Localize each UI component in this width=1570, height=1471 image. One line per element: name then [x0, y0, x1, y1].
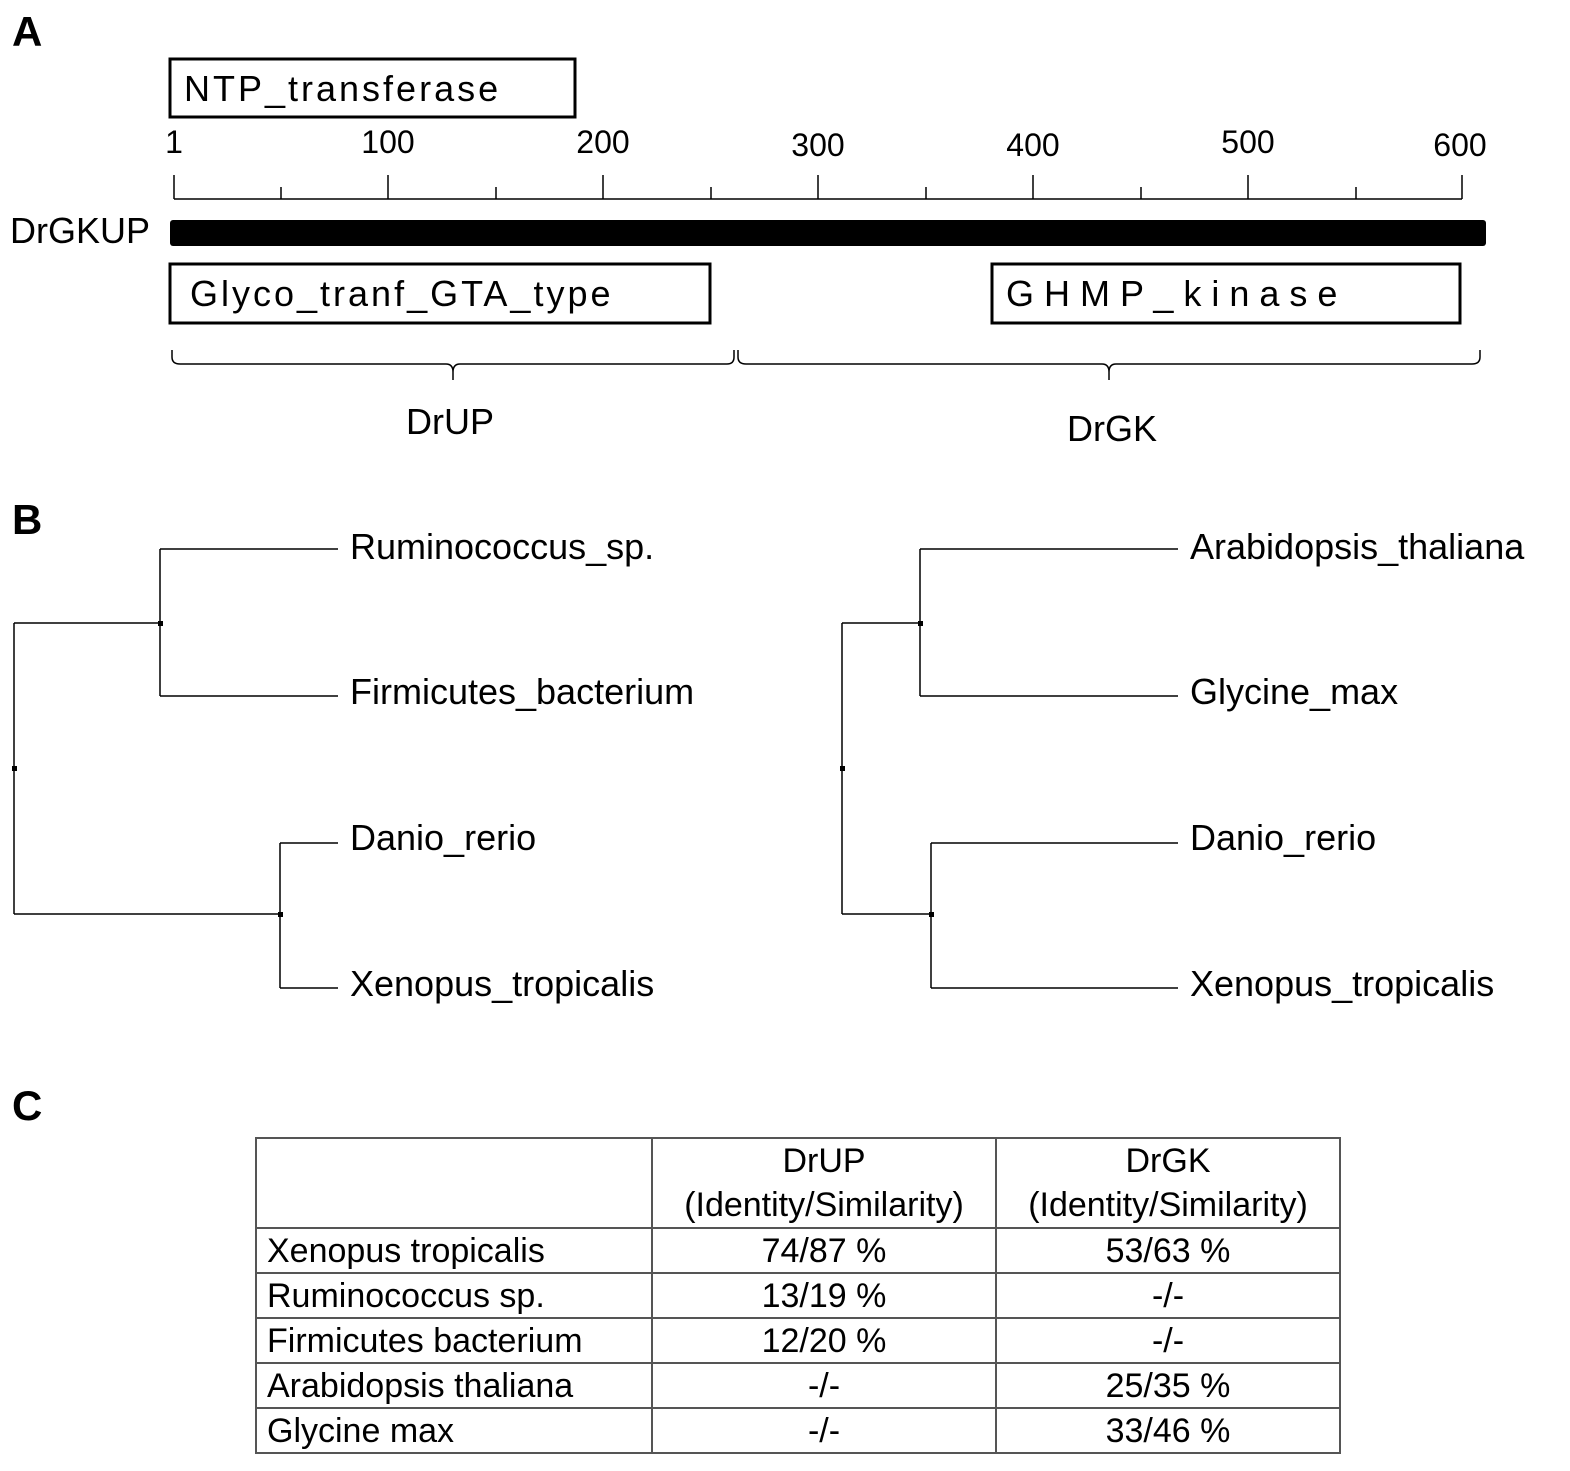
tick-label-500: 500 — [1221, 124, 1274, 160]
table-row: Firmicutes bacterium 12/20 % -/- — [255, 1317, 1341, 1364]
species-cell: Xenopus tropicalis — [255, 1227, 653, 1274]
drgk-cell: -/- — [995, 1317, 1341, 1364]
drup-cell: -/- — [651, 1407, 997, 1454]
tree-left-leaf: Danio_rerio — [350, 817, 536, 858]
segment-label-drup: DrUP — [406, 401, 494, 442]
table-header-drup: DrUP (Identity/Similarity) — [651, 1137, 997, 1229]
panel-label-a: A — [12, 8, 42, 55]
tree-left-leaf: Ruminococcus_sp. — [350, 526, 654, 567]
tree-right — [841, 548, 1178, 989]
domain-box-ntp — [168, 57, 577, 119]
species-cell: Glycine max — [255, 1407, 653, 1454]
table-row: Xenopus tropicalis 74/87 % 53/63 % — [255, 1227, 1341, 1274]
drgk-cell: 53/63 % — [995, 1227, 1341, 1274]
species-cell: Firmicutes bacterium — [255, 1317, 653, 1364]
species-cell: Arabidopsis thaliana — [255, 1362, 653, 1409]
drup-cell: -/- — [651, 1362, 997, 1409]
drup-cell: 74/87 % — [651, 1227, 997, 1274]
tree-left-nodes — [12, 621, 283, 917]
tick-label-300: 300 — [791, 127, 844, 163]
table-row: Arabidopsis thaliana -/- 25/35 % — [255, 1362, 1341, 1409]
drgk-cell: -/- — [995, 1272, 1341, 1319]
protein-label: DrGKUP — [10, 210, 150, 251]
tree-left — [13, 548, 338, 989]
tick-label-1: 1 — [165, 124, 183, 160]
segment-label-drgk: DrGK — [1067, 408, 1157, 449]
identity-table: DrUP (Identity/Similarity) DrGK (Identit… — [255, 1137, 1341, 1454]
table-header-empty — [255, 1137, 653, 1229]
tree-right-leaf: Xenopus_tropicalis — [1190, 963, 1494, 1004]
domain-label-glyco: Glyco_tranf_GTA_type — [190, 273, 614, 314]
brace-drgk — [737, 350, 1481, 380]
table-header-row: DrUP (Identity/Similarity) DrGK (Identit… — [255, 1137, 1341, 1229]
header-drgk-sub: (Identity/Similarity) — [1028, 1186, 1308, 1224]
protein-bar — [170, 220, 1486, 246]
table-row: Ruminococcus sp. 13/19 % -/- — [255, 1272, 1341, 1319]
drgk-cell: 33/46 % — [995, 1407, 1341, 1454]
panel-label-b: B — [12, 496, 42, 543]
tree-right-leaf: Glycine_max — [1190, 671, 1398, 712]
tree-right-nodes — [840, 621, 934, 917]
header-drgk-title: DrGK — [1125, 1142, 1211, 1180]
tree-right-leaf: Arabidopsis_thaliana — [1190, 526, 1525, 567]
brace-drup — [171, 350, 735, 380]
tick-label-400: 400 — [1006, 127, 1059, 163]
drgk-cell: 25/35 % — [995, 1362, 1341, 1409]
tick-label-100: 100 — [361, 124, 414, 160]
domain-label-ghmp: G H M P _ k i n a s e — [1006, 273, 1337, 314]
domain-box-ghmp — [990, 262, 1462, 325]
tree-left-leaf: Xenopus_tropicalis — [350, 963, 654, 1004]
tick-label-600: 600 — [1433, 127, 1486, 163]
panel-label-c: C — [12, 1082, 42, 1129]
tick-label-200: 200 — [576, 124, 629, 160]
header-drup-sub: (Identity/Similarity) — [684, 1186, 964, 1224]
domain-label-ntp: NTP_transferase — [184, 68, 501, 109]
table-row: Glycine max -/- 33/46 % — [255, 1407, 1341, 1454]
tree-left-leaf: Firmicutes_bacterium — [350, 671, 694, 712]
domain-box-glyco — [168, 262, 712, 325]
sequence-ruler — [173, 175, 1463, 200]
species-cell: Ruminococcus sp. — [255, 1272, 653, 1319]
drup-cell: 13/19 % — [651, 1272, 997, 1319]
tree-right-leaf: Danio_rerio — [1190, 817, 1376, 858]
header-drup-title: DrUP — [782, 1142, 866, 1180]
figure-canvas: A NTP_transferase 1 100 200 300 400 500 … — [10, 8, 1525, 1129]
drup-cell: 12/20 % — [651, 1317, 997, 1364]
table-header-drgk: DrGK (Identity/Similarity) — [995, 1137, 1341, 1229]
